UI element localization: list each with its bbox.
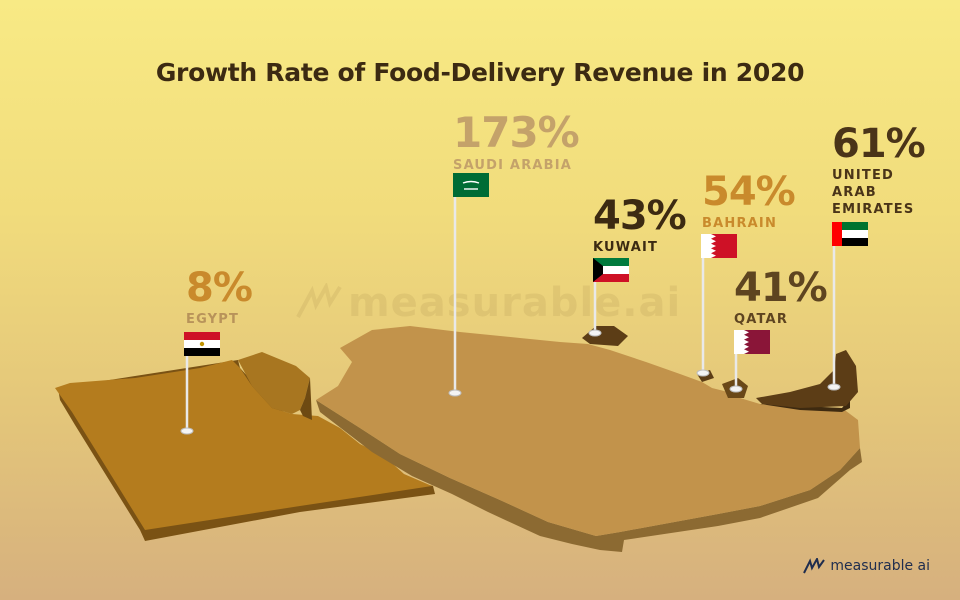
growth-value-saudi-arabia: 173% — [453, 108, 580, 157]
uae-land — [756, 350, 858, 408]
country-name-qatar: QATAR — [734, 312, 789, 327]
country-name-kuwait: KUWAIT — [593, 240, 659, 255]
country-name-line: ARAB — [832, 185, 877, 200]
country-name-egypt: EGYPT — [186, 312, 240, 327]
country-name-saudi-arabia: SAUDI ARABIA — [453, 158, 573, 173]
label-bahrain: 54% BAHRAIN — [702, 169, 796, 232]
label-kuwait: 43% KUWAIT — [593, 193, 687, 256]
bahrain-flag — [701, 234, 737, 258]
country-name-line: UNITED — [832, 168, 895, 183]
watermark-logo-icon — [296, 283, 342, 318]
egypt-flag — [184, 332, 220, 356]
label-saudi-arabia: 173% SAUDI ARABIA — [453, 108, 580, 174]
growth-value-uae: 61% — [832, 121, 926, 167]
qatar-flag — [734, 330, 770, 354]
country-name-line: EMIRATES — [832, 202, 915, 217]
uae-flag — [832, 222, 868, 246]
kuwait-flag — [593, 258, 629, 282]
brand-name: measurable ai — [830, 558, 930, 574]
label-uae: 61% UNITED ARAB EMIRATES — [832, 121, 926, 218]
label-egypt: 8% EGYPT — [186, 265, 253, 328]
growth-value-egypt: 8% — [186, 265, 253, 311]
country-name-bahrain: BAHRAIN — [702, 216, 778, 231]
measurable-logo-icon — [803, 558, 826, 574]
sinai-land — [238, 352, 310, 414]
egypt-land — [55, 360, 432, 530]
saudi-land — [316, 326, 860, 536]
brand-logo: measurable ai — [803, 558, 930, 574]
growth-value-bahrain: 54% — [702, 169, 796, 215]
saudi-land-side — [316, 400, 862, 552]
watermark-text: measurable.ai — [348, 280, 682, 326]
label-qatar: 41% QATAR — [734, 265, 828, 328]
growth-value-qatar: 41% — [734, 265, 828, 311]
saudi-arabia-flag — [453, 173, 489, 197]
growth-value-kuwait: 43% — [593, 193, 687, 239]
country-name-uae: UNITED ARAB EMIRATES — [832, 167, 925, 218]
uae-land-side — [760, 398, 850, 412]
page-title: Growth Rate of Food-Delivery Revenue in … — [155, 58, 805, 87]
